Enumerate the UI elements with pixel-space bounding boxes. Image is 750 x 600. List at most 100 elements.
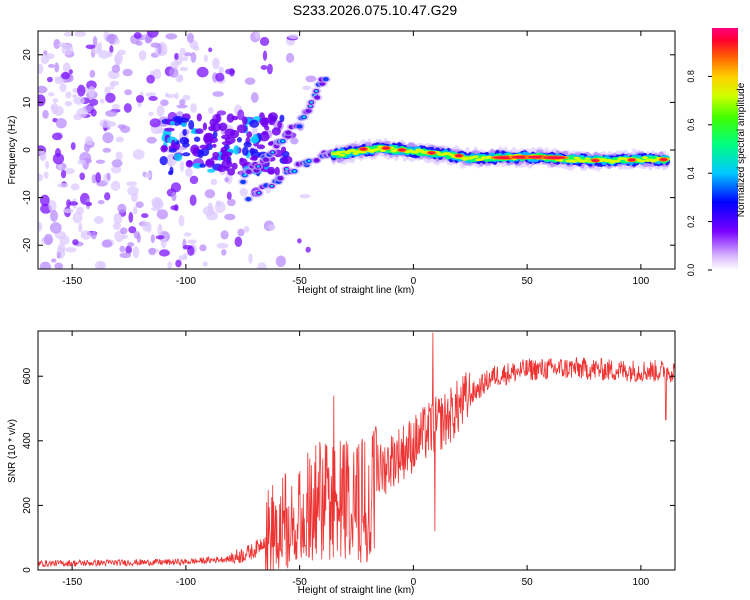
spectrogram-blob	[275, 255, 287, 268]
spectrogram-blob	[38, 221, 43, 232]
spectrogram-blob	[186, 32, 195, 44]
spectrogram-blob	[180, 117, 190, 123]
spectrogram-blob	[216, 242, 229, 249]
spectrogram-blob	[119, 252, 132, 259]
spectrogram-blob	[105, 92, 116, 103]
spectrogram-blob	[45, 160, 50, 169]
spectrogram-blob	[72, 94, 78, 99]
spectrogram-blob	[296, 124, 303, 129]
spectrogram-blob	[207, 202, 213, 213]
spectrogram-blob	[112, 103, 120, 110]
spectrogram-blob	[114, 54, 121, 67]
spectrogram-blob	[107, 51, 113, 57]
spectrogram-blob	[309, 101, 313, 104]
spectrogram-blob	[261, 130, 269, 136]
spectrogram-blob	[302, 115, 306, 119]
spectrogram-blob	[89, 69, 96, 78]
spectrogram-blob	[281, 155, 293, 165]
spectrogram-blob	[266, 63, 273, 75]
snr-ytick-label: 0	[22, 567, 33, 573]
spectrogram-blob	[102, 147, 112, 153]
spectrogram-blob	[70, 183, 80, 191]
spectrogram-blob	[264, 117, 269, 123]
spectrogram-blob	[170, 182, 182, 193]
spectrogram-blob	[270, 184, 274, 188]
spectrogram-blob	[160, 236, 167, 249]
spectrogram-blob	[77, 84, 86, 97]
spectrogram-blob	[149, 118, 161, 128]
spectrogram-blob	[168, 148, 177, 153]
spectrogram-blob	[59, 83, 67, 93]
spectrogram-blob	[221, 249, 227, 256]
spectrogram-blob	[152, 68, 162, 80]
spectrogram-blob	[106, 172, 111, 181]
spectrogram-blob	[212, 57, 220, 70]
spectrogram-blob	[591, 159, 599, 162]
spectrogram-blob	[122, 68, 133, 77]
spectrogram-blob	[168, 157, 173, 168]
spectrogram-blob	[97, 199, 105, 205]
spectrogram-blob	[54, 76, 64, 81]
spectrogram-blob	[77, 159, 87, 165]
spectrogram-blob	[43, 233, 54, 246]
spectrogram-blob	[179, 47, 186, 56]
snr-ytick-label: 400	[22, 432, 33, 449]
spectrogram-blob	[93, 216, 104, 224]
spectrogram-blob	[199, 144, 209, 150]
spectrogram-blob	[73, 96, 85, 105]
spectrogram-blob	[68, 201, 79, 206]
spectrogram-blob	[155, 235, 165, 240]
spectrogram-blob	[181, 121, 187, 128]
spectrogram-blob	[239, 187, 248, 197]
spectrogram-blob	[267, 166, 276, 175]
spectrogram-blob	[104, 192, 111, 201]
spectrogram-blob	[322, 77, 329, 82]
spectrogram-blob	[202, 122, 208, 131]
spectrogram-blob	[239, 158, 248, 167]
spectrogram-blob	[133, 32, 142, 39]
spectrogram-blob	[91, 231, 97, 240]
colorbar-tick-label: 0.0	[686, 264, 696, 277]
spectrogram-blob	[628, 158, 636, 162]
spectrogram-blob	[68, 69, 73, 75]
spectrogram-blob	[313, 158, 320, 163]
spectrogram-blob	[135, 40, 143, 46]
spectrogram-blob	[374, 147, 381, 151]
spectrogram-blob	[85, 202, 93, 207]
spectrogram-blob	[115, 151, 123, 161]
spectrogram-blob	[292, 170, 296, 173]
spectrogram-blob	[148, 96, 158, 101]
spectrogram-blob	[260, 65, 268, 70]
spectrogram-blob	[38, 85, 48, 94]
spectrogram-blob	[472, 155, 479, 158]
spectrogram-blob	[65, 91, 72, 99]
spectrogram-blob	[280, 146, 287, 153]
spectrogram-blob	[57, 183, 69, 188]
spectrogram-blob	[231, 162, 238, 170]
spectrogram-blob	[156, 105, 165, 117]
spectrogram-blob	[215, 72, 225, 82]
spectrogram-blob	[51, 258, 57, 263]
spectrogram-blob	[120, 125, 131, 133]
spectrogram-blob	[108, 34, 116, 45]
spectrogram-blob	[178, 215, 185, 227]
spectrogram-blob	[218, 122, 228, 132]
spectrogram-blob	[170, 139, 176, 149]
spectrogram-blob	[182, 152, 191, 157]
spectrogram-blob	[146, 31, 159, 38]
spectrogram-blob	[48, 200, 57, 213]
spectrogram-blob	[281, 139, 285, 143]
spectrogram-blob	[243, 174, 247, 177]
spectrogram-blob	[63, 32, 72, 37]
spectrogram-blob	[127, 242, 135, 247]
spectrogram-blob	[455, 154, 463, 158]
spectrogram-blob	[179, 66, 189, 72]
spectrogram-blob	[40, 54, 50, 65]
spectrogram-blob	[245, 196, 252, 202]
spectrogram-blob	[74, 31, 87, 37]
spectrogram-blob	[220, 153, 230, 162]
spectrogram-blob	[264, 125, 270, 131]
spectrogram-blob	[128, 212, 134, 223]
spectrogram-blob	[229, 68, 235, 77]
